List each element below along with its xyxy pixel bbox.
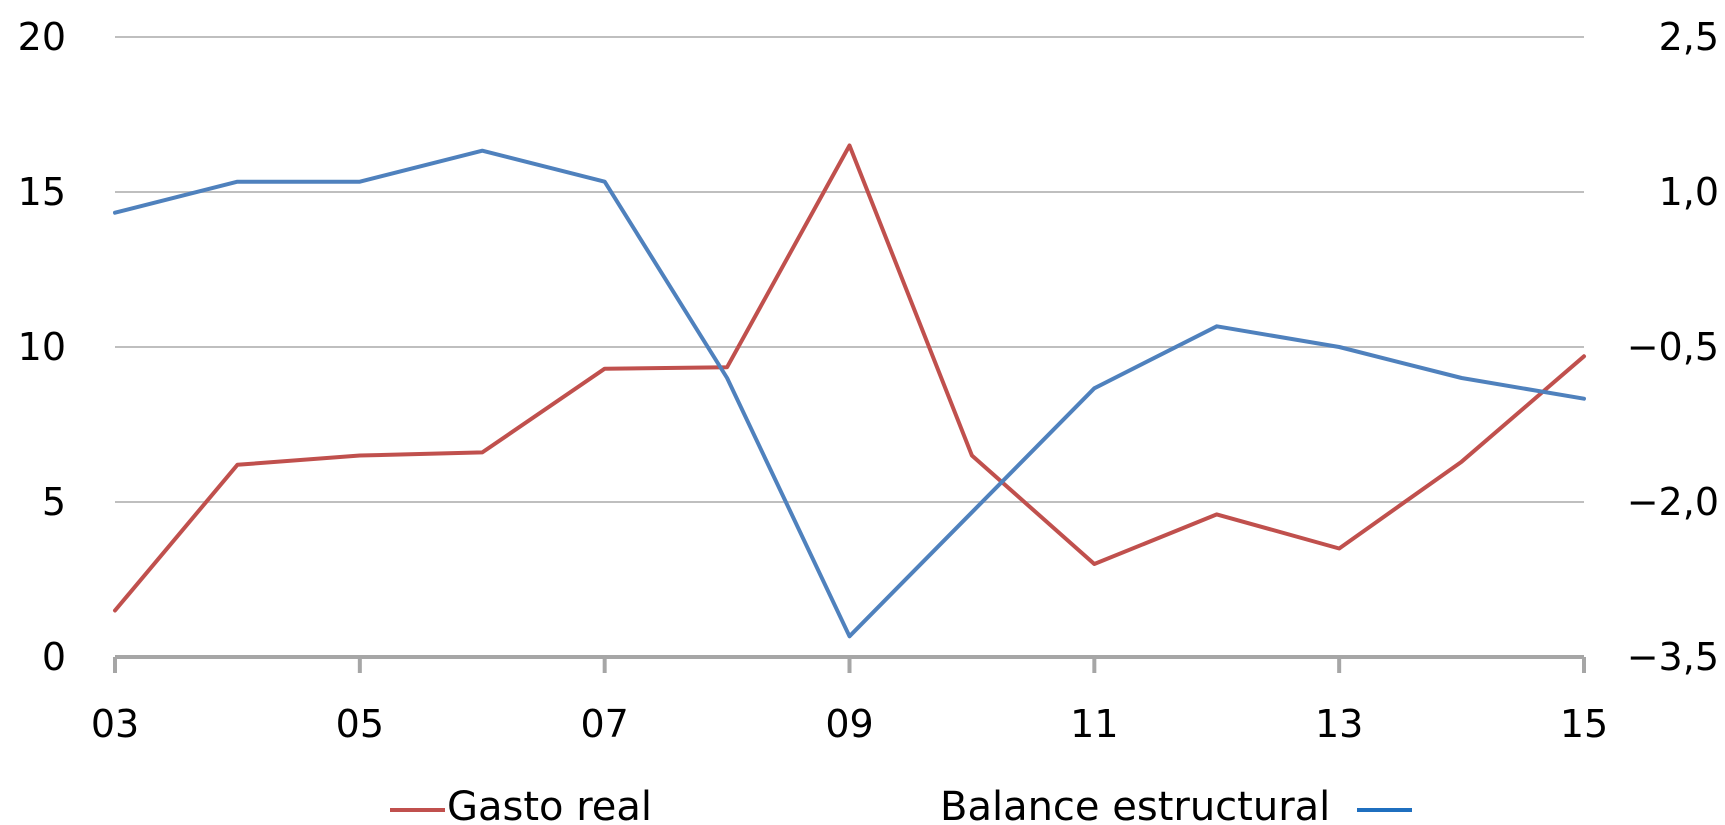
series-line-gasto-real [113, 143, 1586, 613]
series-line-balance-estructural [113, 148, 1586, 639]
x-tick-label: 09 [825, 702, 873, 746]
right-axis: −3,5 −2,0 −0,5 1,0 2,5 [1627, 15, 1719, 679]
left-tick-label: 20 [18, 15, 66, 59]
right-tick-label: 1,0 [1659, 170, 1719, 214]
gridlines [115, 36, 1584, 503]
x-tick-label: 07 [580, 702, 628, 746]
legend-label-gasto-real: Gasto real [447, 784, 652, 825]
x-tick-label: 13 [1315, 702, 1363, 746]
legend: Gasto real Balance estructural [390, 784, 1412, 825]
series-layer [113, 143, 1586, 639]
left-tick-label: 5 [42, 480, 66, 524]
right-tick-label: −3,5 [1627, 635, 1719, 679]
x-tick-label: 15 [1560, 702, 1608, 746]
right-tick-label: −0,5 [1627, 325, 1719, 369]
left-axis: 0 5 10 15 20 [18, 15, 66, 679]
left-tick-label: 0 [42, 635, 66, 679]
left-tick-label: 15 [18, 170, 66, 214]
x-tick-label: 05 [336, 702, 384, 746]
x-tick-label: 03 [91, 702, 139, 746]
x-axis: 03 05 07 09 11 13 15 [91, 655, 1608, 746]
left-tick-label: 10 [18, 325, 66, 369]
x-tick-label: 11 [1070, 702, 1118, 746]
legend-label-balance-estructural: Balance estructural [940, 784, 1330, 825]
right-tick-label: 2,5 [1659, 15, 1719, 59]
right-tick-label: −2,0 [1627, 480, 1719, 524]
